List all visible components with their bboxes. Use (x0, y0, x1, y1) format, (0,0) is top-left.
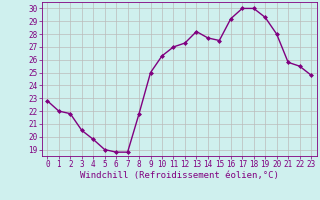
X-axis label: Windchill (Refroidissement éolien,°C): Windchill (Refroidissement éolien,°C) (80, 171, 279, 180)
